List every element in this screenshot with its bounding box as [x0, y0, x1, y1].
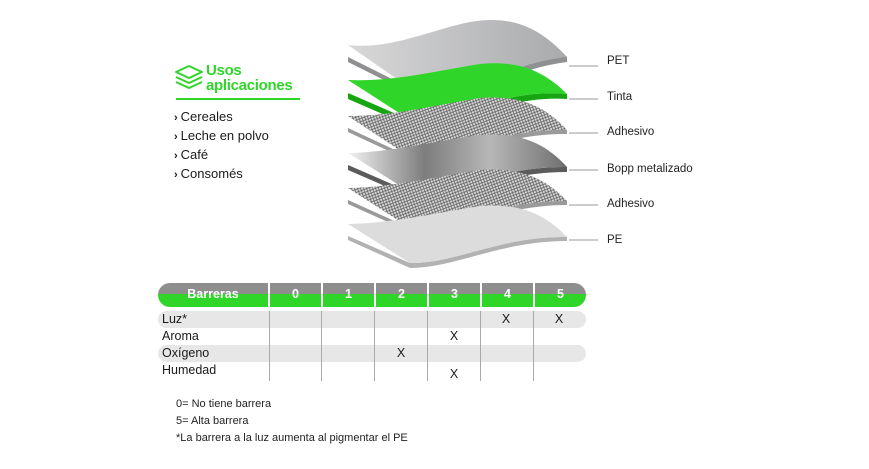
layer-label-pe: PE	[607, 234, 623, 246]
list-item-label: Café	[180, 147, 209, 162]
mark-humedad-3: X	[449, 367, 459, 381]
layer-label-adhesivo-1: Adhesivo	[607, 126, 655, 138]
chevron-right-icon: ›	[174, 150, 178, 162]
list-item: › Cereales	[174, 108, 269, 127]
leader-lines	[569, 65, 598, 241]
layer-label-tinta: Tinta	[607, 91, 633, 103]
layer-label-pet: PET	[607, 55, 630, 67]
layers-icon	[175, 65, 203, 89]
uses-list: › Cereales › Leche en polvo › Café › Consomé…	[174, 108, 269, 184]
layer-pet	[348, 19, 567, 98]
layers-diagram	[348, 19, 598, 268]
mark-luz-5: X	[554, 312, 564, 326]
table-row-oxigeno: Oxígeno	[162, 346, 210, 360]
uses-divider	[176, 98, 300, 100]
level-2: 2	[398, 287, 405, 301]
table-row-humedad: Humedad	[162, 363, 217, 377]
chevron-right-icon: ›	[174, 169, 178, 181]
barriers-header: Barreras 0 1 2 3 4 5	[158, 283, 586, 307]
table-row-band	[158, 345, 586, 362]
level-1: 1	[345, 287, 352, 301]
uses-title: Usos aplicaciones	[206, 62, 293, 94]
chevron-right-icon: ›	[174, 112, 178, 124]
list-item-label: Consomés	[180, 166, 243, 181]
mark-oxigeno-2: X	[396, 346, 406, 360]
chevron-right-icon: ›	[174, 131, 178, 143]
layer-pe	[348, 205, 567, 268]
note-0: 0= No tiene barrera	[176, 398, 272, 410]
note-5: 5= Alta barrera	[176, 415, 249, 427]
legend-notes: 0= No tiene barrera 5= Alta barrera *La …	[176, 396, 408, 447]
list-item: › Consomés	[174, 165, 269, 184]
uses-panel: Usos aplicaciones › Cereales › Leche en po…	[174, 62, 324, 181]
note-luz: *La barrera a la luz aumenta al pigmenta…	[176, 432, 408, 444]
mark-luz-4: X	[501, 312, 511, 326]
layer-label-bopp: Bopp metalizado	[607, 163, 693, 175]
level-4: 4	[504, 287, 511, 301]
uses-header: Usos aplicaciones	[174, 62, 324, 96]
barriers-header-label: Barreras	[187, 287, 239, 301]
table-row-luz: Luz*	[162, 312, 188, 326]
list-item: › Leche en polvo	[174, 127, 269, 146]
table-row-band	[158, 311, 586, 328]
level-3: 3	[451, 287, 458, 301]
uses-title-line1: Usos	[206, 62, 242, 79]
table-row-aroma: Aroma	[162, 329, 199, 343]
level-0: 0	[292, 287, 299, 301]
mark-aroma-3: X	[449, 329, 459, 343]
list-item-label: Leche en polvo	[180, 128, 269, 143]
layer-label-adhesivo-2: Adhesivo	[607, 198, 655, 210]
list-item-label: Cereales	[180, 109, 233, 124]
list-item: › Café	[174, 146, 269, 165]
uses-title-line2: aplicaciones	[206, 77, 293, 94]
level-5: 5	[557, 287, 564, 301]
